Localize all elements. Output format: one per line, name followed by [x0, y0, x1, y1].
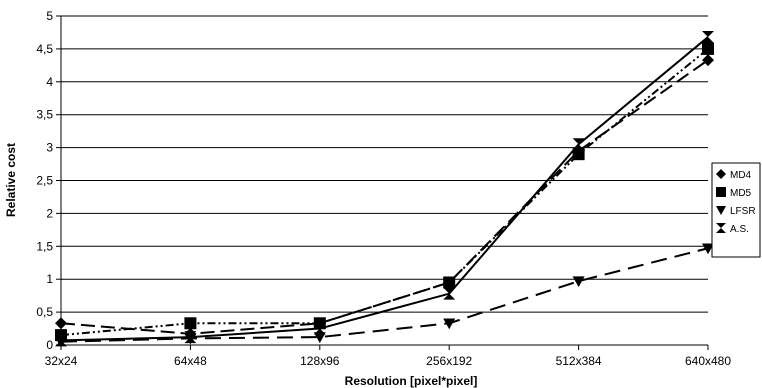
x-tick-label: 256x192 [426, 354, 472, 368]
data-point [184, 331, 197, 344]
series-a-s [55, 31, 714, 347]
y-tick-label: 4,5 [36, 42, 53, 56]
series-md4 [55, 54, 714, 340]
x-tick-labels: 32x24 64x48 128x96 256x192 512x384 640x480 [45, 354, 732, 368]
y-tick-label: 2 [46, 206, 53, 220]
y-tick-label: 5 [46, 9, 53, 23]
data-point [313, 322, 326, 335]
data-point [443, 318, 456, 330]
legend-item: MD4 [716, 169, 752, 181]
data-point [55, 334, 67, 347]
series-line [60, 247, 709, 343]
legend-marker [716, 187, 726, 197]
legend: MD4 MD5 LFSR A.S. [711, 162, 761, 258]
legend-item: MD5 [716, 187, 752, 199]
x-tick-label: 640x480 [685, 354, 731, 368]
series-line [60, 36, 709, 342]
data-point [55, 317, 67, 330]
data-point [443, 287, 456, 300]
y-tick-label: 0,5 [36, 305, 53, 319]
legend-marker [716, 223, 726, 233]
y-tick-labels: 0 0,5 1 1,5 2 2,5 3 3,5 4 4,5 5 [36, 9, 53, 352]
y-tick-label: 0 [46, 338, 53, 352]
data-point [702, 42, 714, 55]
x-tick-label: 64x48 [174, 354, 207, 368]
y-tick-label: 4 [46, 75, 53, 89]
legend-item: LFSR [716, 206, 756, 217]
legend-marker [716, 169, 726, 179]
gridlines [61, 15, 708, 313]
series-line [60, 48, 709, 337]
legend-marker [716, 206, 726, 215]
y-tick-label: 2,5 [36, 174, 53, 188]
data-point [443, 276, 456, 289]
legend-item: A.S. [716, 223, 749, 235]
y-tick-label: 1 [46, 272, 53, 286]
x-tick-label: 512x384 [556, 354, 602, 368]
data-point [572, 138, 585, 151]
data-point [702, 31, 714, 44]
x-tick-label: 128x96 [300, 354, 340, 368]
data-point [702, 54, 714, 67]
y-axis-title: Relative cost [4, 143, 18, 217]
legend-label: MD4 [730, 170, 752, 181]
y-tick-label: 3 [46, 141, 53, 155]
data-point [184, 317, 197, 330]
series-lfsr [55, 243, 714, 348]
legend-label: LFSR [730, 206, 756, 217]
series-group [55, 31, 714, 348]
series-md5 [55, 42, 714, 342]
data-point [313, 332, 326, 344]
x-tick-label: 32x24 [45, 354, 78, 368]
data-point [572, 276, 585, 288]
data-point [702, 243, 714, 255]
legend-label: MD5 [730, 188, 752, 199]
axes [56, 15, 709, 350]
x-axis-title: Resolution [pixel*pixel] [345, 374, 478, 388]
legend-label: A.S. [730, 224, 749, 235]
y-tick-label: 3,5 [36, 108, 53, 122]
series-line [60, 59, 709, 335]
y-tick-label: 1,5 [36, 239, 53, 253]
data-point [572, 148, 585, 161]
